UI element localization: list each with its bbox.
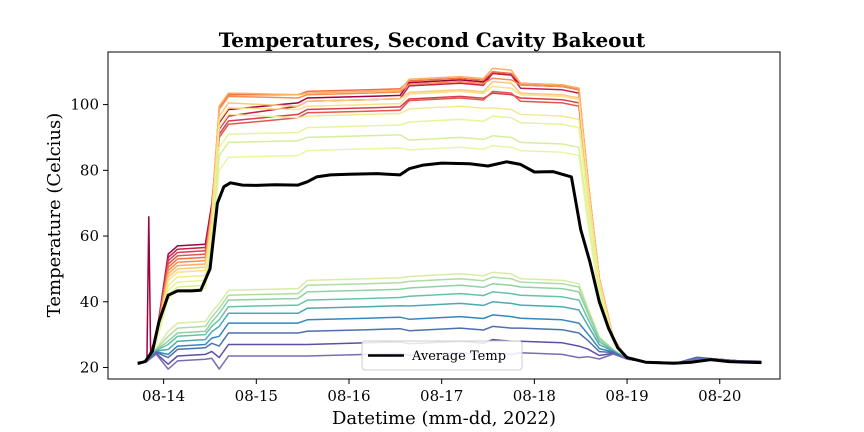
- y-tick-label: 80: [80, 161, 99, 179]
- average-temp-line: [137, 160, 762, 366]
- axes-frame: [107, 51, 781, 380]
- y-tick-label: 60: [80, 227, 99, 245]
- y-tick-label: 20: [80, 358, 99, 376]
- legend-box: [361, 340, 523, 371]
- x-tick-label: 08-15: [235, 387, 278, 405]
- x-axis-label: Datetime (mm-dd, 2022): [332, 408, 556, 429]
- x-tick-label: 08-17: [420, 387, 463, 405]
- x-tick-label: 08-18: [513, 387, 556, 405]
- y-axis-label: Temperature (Celcius): [44, 113, 65, 318]
- x-tick-label: 08-14: [142, 387, 185, 405]
- sensor-spike-line: [146, 216, 152, 361]
- y-tick-label: 100: [70, 96, 99, 114]
- y-axis: 20 40 60 80 100: [70, 96, 108, 376]
- x-tick-label: 08-20: [698, 387, 741, 405]
- x-tick-label: 08-19: [605, 387, 648, 405]
- x-axis: 08-14 08-15 08-16 08-17 08-18 08-19 08-20: [142, 379, 741, 405]
- y-tick-label: 40: [80, 293, 99, 311]
- chart-title: Temperatures, Second Cavity Bakeout: [219, 28, 646, 52]
- x-tick-label: 08-16: [327, 387, 370, 405]
- legend-label-average: Average Temp: [411, 349, 506, 364]
- legend: Average Temp: [361, 340, 523, 371]
